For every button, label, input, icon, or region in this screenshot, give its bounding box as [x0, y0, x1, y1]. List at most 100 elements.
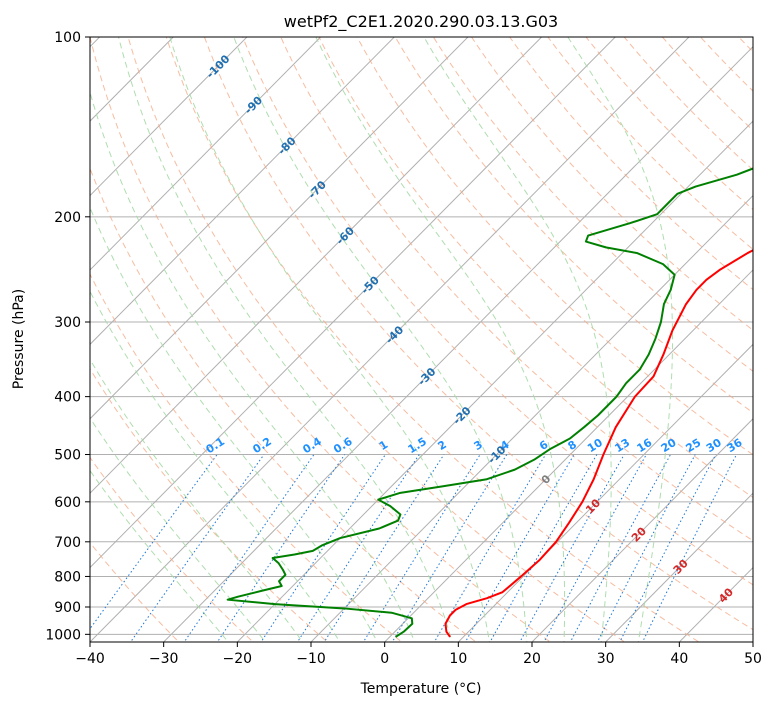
mixing-ratio-line [569, 454, 671, 642]
x-tick-label: −40 [75, 651, 105, 667]
dry-adiabat-label: -100 [204, 52, 233, 81]
y-tick-label: 500 [54, 448, 81, 464]
moist-adiabat-line [90, 358, 304, 642]
isotherm-line [678, 566, 753, 642]
moist-adiabat-line [90, 417, 266, 642]
dry-adiabat-line [127, 37, 626, 642]
dry-adiabat-line [90, 456, 254, 642]
y-tick-label: 600 [54, 495, 81, 511]
mixing-ratio-line [183, 454, 315, 642]
isotherm-line [383, 269, 753, 642]
isotherm-line [90, 37, 322, 271]
y-axis-label: Pressure (hPa) [11, 289, 27, 389]
x-tick-label: −30 [149, 651, 179, 667]
y-tick-label: 700 [54, 535, 81, 551]
mixing-ratio-line [323, 454, 445, 642]
dry-adiabat-line [90, 37, 552, 642]
dry-adiabat-line [661, 37, 753, 132]
mixing-ratio-label: 3 [472, 438, 485, 453]
isotherm-line [162, 46, 753, 642]
dry-adiabat-line [318, 37, 753, 499]
isotherm-line [236, 120, 753, 642]
mixing-ratio-label: 10 [585, 436, 605, 455]
isotherm-line [310, 194, 753, 642]
x-tick-label: 50 [744, 651, 762, 667]
moist-adiabat-line [90, 290, 341, 642]
isotherm-line [90, 37, 174, 122]
isotherm-line [90, 37, 395, 346]
mixing-ratio-line [90, 454, 218, 630]
grid-layer [90, 24, 775, 647]
dry-adiabat-line [280, 37, 753, 542]
mixing-ratio-line [216, 454, 346, 642]
mixing-ratio-line [619, 454, 717, 642]
moist-adiabat-line [90, 90, 416, 642]
dewpoint-profile-line [226, 167, 753, 638]
moist-adiabat-line [90, 206, 378, 642]
isotherm-line [90, 37, 543, 494]
mixing-ratio-line [296, 454, 420, 642]
x-tick-label: 20 [523, 651, 541, 667]
chart-title: wetPf2_C2E1.2020.290.03.13.G03 [284, 12, 558, 32]
isotherm-line [90, 37, 690, 642]
y-tick-label: 100 [54, 30, 81, 46]
mixing-ratio-line [543, 454, 647, 642]
moist-adiabat-line [423, 37, 612, 642]
dry-adiabat-line [356, 37, 753, 456]
isotherm-line [531, 418, 753, 642]
mixing-ratio-label: 13 [612, 436, 632, 455]
mixing-ratio-label: 0.1 [204, 435, 227, 456]
y-tick-label: 300 [54, 315, 81, 331]
y-tick-label: 900 [54, 600, 81, 616]
mixing-ratio-line [260, 454, 386, 642]
dry-adiabat-line [699, 37, 753, 92]
x-tick-label: −20 [223, 651, 253, 667]
y-tick-label: 200 [54, 210, 81, 226]
mixing-ratio-line [129, 454, 265, 642]
y-tick-label: 800 [54, 569, 81, 585]
x-tick-label: 0 [380, 651, 389, 667]
temperature-profile-line [444, 249, 753, 638]
moist-adiabat-line [233, 37, 528, 642]
mixing-ratio-label: 8 [566, 438, 579, 453]
moist-adiabat-line [169, 37, 490, 642]
dry-adiabat-line [165, 37, 700, 642]
mixing-ratio-line [596, 454, 696, 642]
mixing-ratio-line [464, 454, 575, 642]
dry-adiabat-line [737, 37, 753, 53]
isotherm-line [90, 37, 616, 569]
mixing-ratio-label: 2 [435, 438, 448, 453]
mixing-ratio-label: 1 [377, 438, 390, 453]
mixing-ratio-label: 25 [683, 436, 703, 455]
dry-adiabat-line [90, 167, 477, 642]
isotherm-line [90, 37, 248, 197]
y-tick-label: 400 [54, 390, 81, 406]
mixing-ratio-label: 20 [659, 436, 679, 455]
mixing-ratio-label: 0.2 [250, 435, 273, 456]
isotherm-line [752, 641, 753, 642]
plot-frame [89, 36, 754, 643]
moist-adiabat-line [118, 37, 453, 642]
isotherm-line [604, 492, 753, 642]
mixing-ratio-label: 0.4 [300, 435, 324, 457]
dry-adiabat-line [242, 37, 753, 586]
y-tick-label: 1000 [45, 627, 81, 643]
mixing-ratio-label: 16 [635, 436, 655, 455]
axis-layer: −40 −30 −20 −10 0 10 20 30 40 50 1000 900 800 700 600 5… [45, 30, 762, 667]
mixing-ratio-line [362, 454, 481, 642]
x-tick-label: 40 [670, 651, 688, 667]
mixing-ratio-line [519, 454, 625, 642]
x-tick-label: 30 [597, 651, 615, 667]
moist-adiabat-line [567, 37, 674, 642]
mixing-ratio-label: 30 [704, 436, 724, 455]
mixing-ratio-label: 1.5 [406, 435, 429, 456]
dry-adiabat-line [585, 37, 753, 211]
data-layer [226, 167, 753, 638]
x-axis-label: Temperature (°C) [360, 681, 482, 697]
mixing-ratio-line [433, 454, 547, 642]
mixing-ratio-label: 36 [725, 436, 745, 455]
dry-adiabat-line [90, 273, 403, 642]
dry-adiabat-line [764, 24, 775, 647]
